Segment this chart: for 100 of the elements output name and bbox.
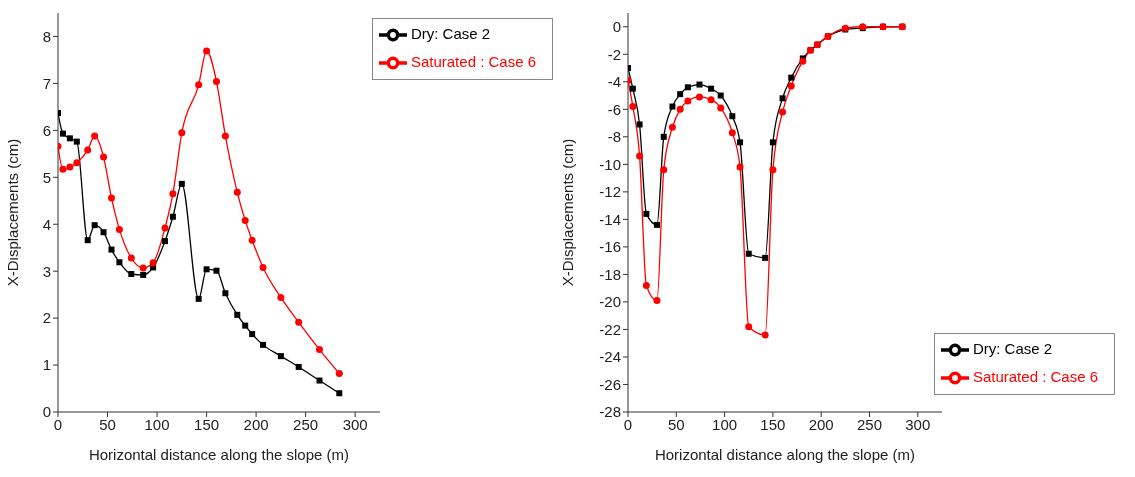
point (629, 85, 636, 92)
point (140, 271, 147, 278)
x-tick-label: 300 (342, 415, 368, 433)
y-tick-label: 0 (42, 403, 51, 421)
point (769, 139, 776, 146)
y-tick-label: -28 (599, 403, 621, 421)
point (59, 165, 67, 173)
point (259, 263, 267, 271)
point (66, 163, 74, 171)
point (636, 121, 643, 128)
point (295, 363, 302, 370)
x-tick-label: 200 (243, 415, 269, 433)
point (212, 78, 220, 86)
point (242, 322, 249, 329)
x-tick-label: 300 (905, 415, 931, 433)
point (695, 93, 703, 101)
point (221, 132, 229, 140)
point (677, 91, 684, 98)
point (66, 135, 73, 142)
x-tick-label: 50 (667, 415, 685, 433)
y-tick-label: -2 (607, 45, 621, 63)
y-tick-label: -4 (607, 73, 621, 91)
point (668, 123, 676, 131)
point (737, 139, 744, 146)
point (107, 194, 115, 202)
point (736, 163, 744, 171)
point (178, 129, 186, 137)
point (59, 130, 66, 137)
point (643, 210, 650, 217)
y-tick-label: 7 (42, 74, 51, 92)
y-tick-label: 8 (42, 27, 51, 45)
point (115, 225, 123, 233)
point (629, 103, 637, 111)
point (316, 377, 323, 384)
point (241, 216, 249, 224)
point (676, 105, 684, 113)
point (73, 138, 80, 145)
point (779, 95, 786, 102)
point (684, 97, 692, 105)
point (708, 85, 715, 92)
point (260, 341, 267, 348)
point (84, 146, 92, 154)
x-tick-label: 250 (293, 415, 319, 433)
point (178, 180, 185, 187)
point (128, 270, 135, 277)
x-tick-label: 250 (856, 415, 882, 433)
y-tick-label: 2 (42, 309, 51, 327)
point (169, 213, 176, 220)
point (100, 229, 107, 236)
point (203, 47, 211, 55)
y-tick-label: 1 (42, 356, 51, 374)
x-axis-title: Horizontal distance along the slope (m) (654, 446, 916, 463)
legend-label: Dry: Case 2 (410, 24, 491, 42)
y-tick-label: 6 (42, 121, 51, 139)
x-tick-label: 150 (194, 415, 220, 433)
point (169, 190, 177, 198)
legend-label: Saturated : Case 6 (972, 367, 1098, 385)
y-axis-title: X-Displacements (cm) (4, 138, 22, 287)
point (653, 297, 661, 305)
point (84, 237, 91, 244)
y-tick-label: -16 (599, 238, 621, 256)
point (213, 267, 220, 274)
point (161, 224, 169, 232)
point (636, 152, 644, 160)
point (222, 290, 229, 297)
y-tick-label: -24 (599, 348, 621, 366)
y-tick-label: -10 (599, 155, 621, 173)
x-tick-label: 0 (623, 415, 633, 433)
y-tick-label: 3 (42, 262, 51, 280)
point (161, 238, 168, 245)
point (717, 104, 725, 112)
point (653, 221, 660, 228)
point (660, 133, 667, 140)
point (195, 81, 203, 89)
x-tick-label: 100 (712, 415, 738, 433)
y-tick-label: 4 (42, 215, 51, 233)
point (234, 311, 241, 318)
point (729, 113, 736, 120)
point (787, 82, 795, 90)
x-tick-label: 0 (53, 415, 63, 433)
y-tick-label: -8 (607, 128, 621, 146)
point (660, 166, 668, 174)
point (149, 259, 157, 267)
point (100, 153, 108, 161)
point (127, 254, 135, 262)
legend-label: Dry: Case 2 (972, 339, 1053, 357)
point (684, 84, 691, 91)
point (316, 346, 323, 354)
y-axis-title: X-Displacements (cm) (559, 138, 577, 287)
point (728, 129, 736, 137)
legend-label: Saturated : Case 6 (410, 52, 536, 70)
point (788, 74, 795, 81)
x-tick-label: 200 (808, 415, 834, 433)
point (745, 323, 753, 331)
x-axis-title: Horizontal distance along the slope (m) (88, 446, 350, 463)
point (248, 236, 256, 244)
point (696, 81, 703, 88)
y-tick-label: 0 (612, 18, 621, 36)
y-tick-label: 5 (42, 168, 51, 186)
point (203, 266, 210, 273)
